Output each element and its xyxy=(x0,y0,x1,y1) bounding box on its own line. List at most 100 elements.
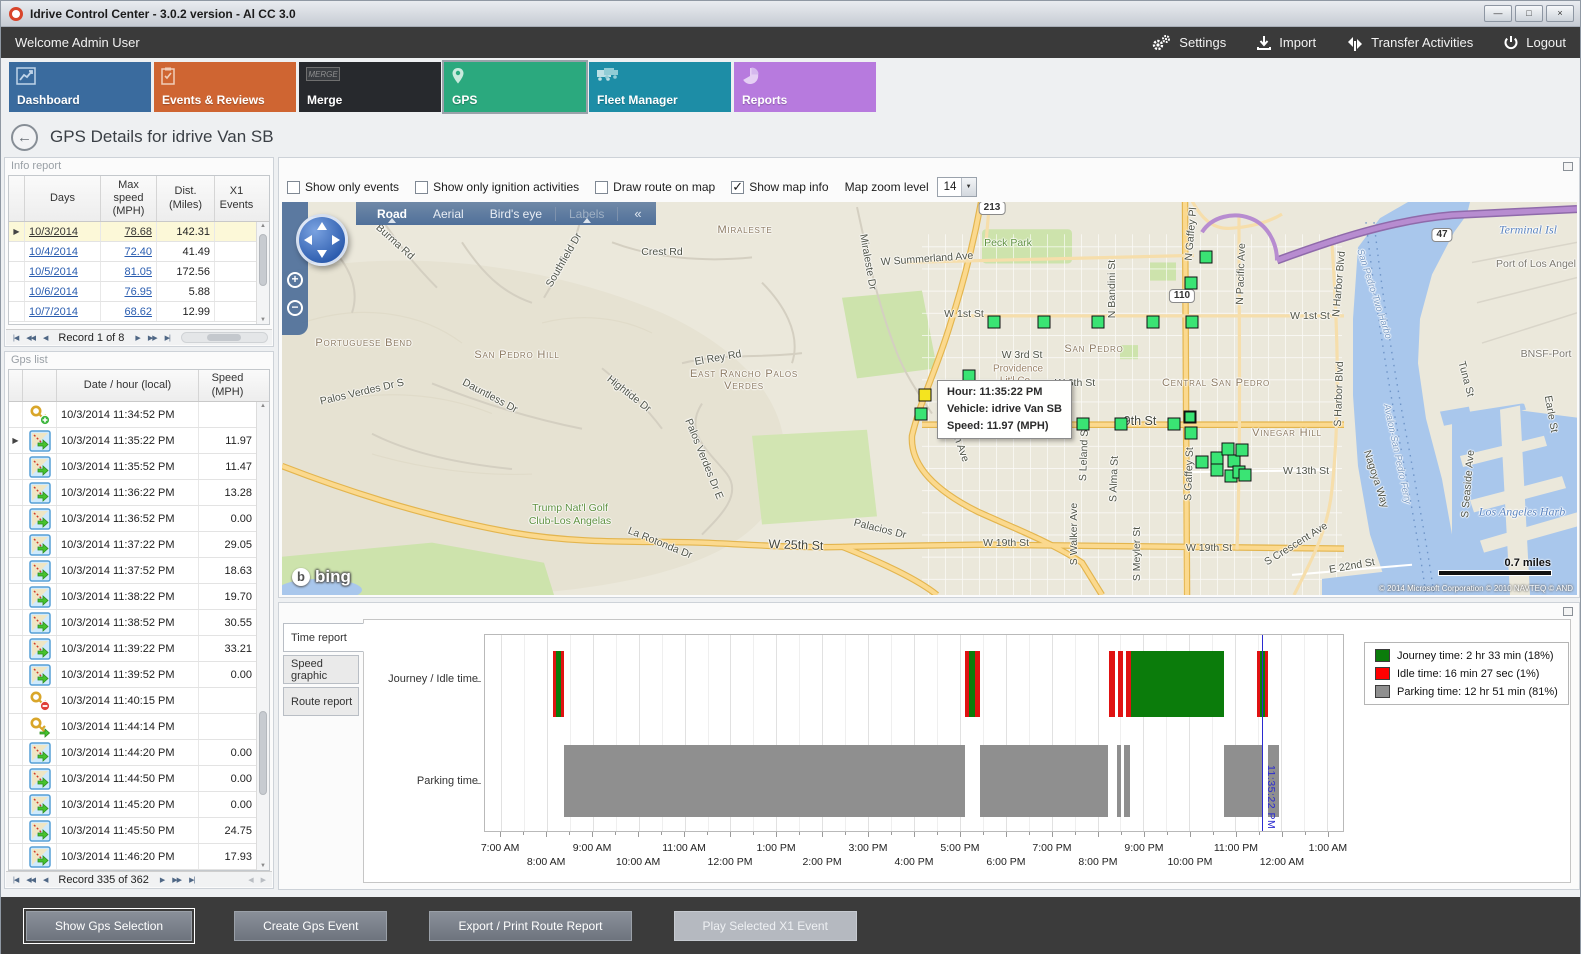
table-row[interactable]: 10/3/2014 11:40:15 PM xyxy=(9,688,269,714)
header-speed[interactable]: Speed (MPH) xyxy=(211,372,244,398)
maximize-button[interactable]: □ xyxy=(1515,5,1543,22)
checkbox-show-only-events[interactable]: Show only events xyxy=(287,180,399,194)
play-selected-x1-event-button[interactable]: Play Selected X1 Event xyxy=(673,911,857,941)
show-gps-selection-button[interactable]: Show Gps Selection xyxy=(22,908,196,944)
scrollbar-thumb[interactable] xyxy=(207,334,242,341)
back-button[interactable]: ← xyxy=(11,123,38,151)
minimize-button[interactable]: — xyxy=(1484,5,1512,22)
gps-marker[interactable] xyxy=(1235,443,1249,457)
next-page-button[interactable]: ▶▶ xyxy=(147,334,158,342)
create-gps-event-button[interactable]: Create Gps Event xyxy=(234,911,388,941)
table-row[interactable]: 10/3/2014 11:38:22 PM 19.70 xyxy=(9,584,269,610)
menu-action-settings[interactable]: Settings xyxy=(1150,34,1226,52)
prev-disabled-button[interactable]: ◀ xyxy=(248,876,253,884)
gps-marker[interactable] xyxy=(1238,468,1252,482)
close-button[interactable]: × xyxy=(1546,5,1574,22)
tab-fleet-manager[interactable]: Fleet Manager xyxy=(589,62,731,112)
collapse-style-bar-button[interactable]: « xyxy=(634,206,642,221)
prev-page-button[interactable]: ◀◀ xyxy=(26,334,36,342)
days-link[interactable]: 10/6/2014 xyxy=(29,285,78,298)
max-speed-link[interactable]: 76.95 xyxy=(124,285,152,298)
table-row[interactable]: 10/3/2014 11:39:22 PM 33.21 xyxy=(9,636,269,662)
selected-gps-marker[interactable] xyxy=(918,388,932,402)
zoom-in-button[interactable] xyxy=(287,272,303,288)
pan-up-icon[interactable] xyxy=(317,222,327,230)
days-link[interactable]: 10/4/2014 xyxy=(29,245,78,258)
last-record-button[interactable]: ▶| xyxy=(164,334,171,342)
gps-marker[interactable] xyxy=(1183,410,1197,424)
gps-marker[interactable] xyxy=(1091,315,1105,329)
pan-left-icon[interactable] xyxy=(304,235,312,245)
first-record-button[interactable]: |◀ xyxy=(13,334,19,342)
header-datetime[interactable]: Date / hour (local) xyxy=(57,370,199,401)
horizontal-scrollbar[interactable] xyxy=(180,332,268,343)
checkbox-draw-route-on-map[interactable]: Draw route on map xyxy=(595,180,715,194)
gps-marker[interactable] xyxy=(1210,463,1224,477)
export-print-route-report-button[interactable]: Export / Print Route Report xyxy=(429,911,632,941)
header-days[interactable]: Days xyxy=(25,176,101,221)
max-speed-link[interactable]: 78.68 xyxy=(124,225,152,238)
tab-gps[interactable]: GPS xyxy=(442,60,588,114)
map-pan-compass[interactable] xyxy=(296,214,348,266)
table-row[interactable]: 10/3/2014 11:46:20 PM 17.93 xyxy=(9,844,269,870)
menu-action-transfer-activities[interactable]: Transfer Activities xyxy=(1346,35,1473,51)
gps-marker[interactable] xyxy=(1199,250,1213,264)
days-link[interactable]: 10/5/2014 xyxy=(29,265,78,278)
tab-merge[interactable]: MERGE Merge xyxy=(299,62,441,112)
checkbox-box[interactable] xyxy=(731,179,745,195)
days-link[interactable]: 10/7/2014 xyxy=(29,305,78,318)
map-style-bird-s-eye[interactable]: Bird's eye xyxy=(489,206,542,221)
gps-marker[interactable] xyxy=(987,315,1001,329)
table-row[interactable]: 10/3/2014 11:44:14 PM xyxy=(9,714,269,740)
scrollbar-thumb[interactable] xyxy=(259,710,267,796)
map-style-labels[interactable]: Labels xyxy=(555,206,619,223)
table-row[interactable]: 10/3/2014 11:45:50 PM 24.75 xyxy=(9,818,269,844)
gps-marker[interactable] xyxy=(1184,276,1198,290)
pan-right-icon[interactable] xyxy=(332,235,340,245)
table-row[interactable]: 10/3/2014 11:38:52 PM 30.55 xyxy=(9,610,269,636)
report-tab-route-report[interactable]: Route report xyxy=(283,687,359,716)
checkbox-box[interactable] xyxy=(287,180,300,194)
gps-marker[interactable] xyxy=(1037,315,1051,329)
table-row[interactable]: 10/3/2014 11:36:52 PM 0.00 xyxy=(9,506,269,532)
next-disabled-button[interactable]: ▶ xyxy=(260,876,266,884)
table-row[interactable]: 10/3/2014 11:44:20 PM 0.00 xyxy=(9,740,269,766)
next-record-button[interactable]: ▶ xyxy=(135,334,140,342)
table-row[interactable]: 10/3/2014 11:36:22 PM 13.28 xyxy=(9,480,269,506)
max-speed-link[interactable]: 81.05 xyxy=(124,265,152,278)
table-row[interactable]: 10/3/2014 11:35:52 PM 11.47 xyxy=(9,454,269,480)
chevron-down-icon[interactable]: ▼ xyxy=(960,178,976,196)
tab-events-reviews[interactable]: Events & Reviews xyxy=(154,62,296,112)
info-vertical-scrollbar[interactable] xyxy=(256,222,269,324)
gps-marker[interactable] xyxy=(1185,315,1199,329)
menu-action-logout[interactable]: Logout xyxy=(1503,35,1566,51)
panel-maximize-icon[interactable] xyxy=(1563,606,1573,616)
report-tab-time-report[interactable]: Time report xyxy=(283,623,364,652)
tab-dashboard[interactable]: Dashboard xyxy=(9,62,151,112)
panel-maximize-icon[interactable] xyxy=(1563,161,1573,171)
header-max-speed[interactable]: Max speed (MPH) xyxy=(101,176,157,221)
gps-marker[interactable] xyxy=(1184,426,1198,440)
first-record-button[interactable]: |◀ xyxy=(13,876,19,884)
zoom-out-button[interactable] xyxy=(287,300,303,316)
table-row[interactable]: 10/6/2014 76.95 5.88 xyxy=(9,282,269,302)
table-row[interactable]: ▶ 10/3/2014 11:35:22 PM 11.97 xyxy=(9,428,269,454)
checkbox-box[interactable] xyxy=(415,180,429,194)
gps-vertical-scrollbar[interactable] xyxy=(256,402,269,870)
table-row[interactable]: 10/3/2014 11:37:52 PM 18.63 xyxy=(9,558,269,584)
menu-action-import[interactable]: Import xyxy=(1256,35,1316,51)
max-speed-link[interactable]: 72.40 xyxy=(124,245,152,258)
table-row[interactable]: 10/3/2014 11:44:50 PM 0.00 xyxy=(9,766,269,792)
tab-reports[interactable]: Reports xyxy=(734,62,876,112)
map-style-aerial[interactable]: Aerial xyxy=(433,206,464,221)
scrollbar-thumb[interactable] xyxy=(259,234,267,286)
map-style-road[interactable]: Road xyxy=(364,207,420,223)
table-row[interactable]: 10/3/2014 11:37:22 PM 29.05 xyxy=(9,532,269,558)
next-page-button[interactable]: ▶▶ xyxy=(172,876,182,884)
next-record-button[interactable]: ▶ xyxy=(159,876,165,884)
last-record-button[interactable]: ▶| xyxy=(189,876,195,884)
gps-marker[interactable] xyxy=(914,407,928,421)
pan-down-icon[interactable] xyxy=(317,250,327,258)
table-row[interactable]: 10/4/2014 72.40 41.49 xyxy=(9,242,269,262)
